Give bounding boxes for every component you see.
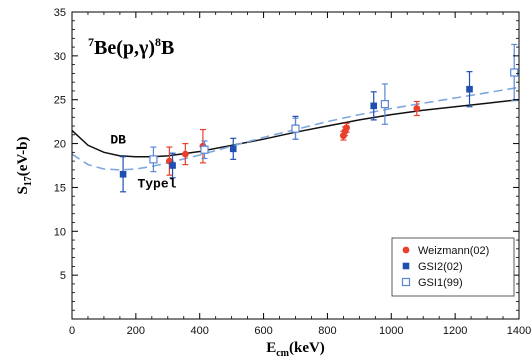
- data-point-weizmann-02: [181, 142, 189, 166]
- data-point-weizmann-02: [165, 146, 173, 176]
- curve-annotations: DB Typel: [110, 133, 176, 192]
- data-point-gsi2-02: [466, 71, 473, 108]
- y-tick-label: 15: [54, 182, 66, 194]
- data-point-gsi1-99: [380, 83, 389, 125]
- x-axis-title: Ecm(keV): [266, 340, 325, 359]
- data-point-gsi2-02: [370, 91, 378, 121]
- data-point-weizmann-02: [413, 100, 421, 117]
- title-mid-superscript: 8: [155, 35, 161, 49]
- legend-label-weizmann-02: Weizmann(02): [418, 245, 489, 257]
- y-axis-title-main: S: [15, 186, 31, 194]
- legend-box: [391, 237, 515, 297]
- x-tick-label: 200: [127, 325, 145, 337]
- x-tick-label: 800: [318, 325, 336, 337]
- data-point-gsi1-99: [510, 43, 519, 102]
- x-tick-label: 1400: [507, 325, 531, 337]
- open-square-marker: [200, 145, 209, 154]
- data-point-gsi2-02: [169, 152, 176, 179]
- annotation-typel: Typel: [137, 176, 176, 191]
- chart-title: 7Be(p,γ)8B: [88, 35, 174, 59]
- circle-marker: [413, 105, 421, 112]
- circle-marker: [343, 124, 350, 132]
- legend-marker-weizmann-02: [402, 246, 410, 254]
- data-point-gsi1-99: [291, 117, 300, 140]
- curve-typel: [71, 86, 520, 171]
- x-tick-label: 600: [254, 325, 272, 337]
- y-tick-label: 20: [54, 139, 66, 151]
- y-axis-title: S17(eV-b): [15, 136, 34, 194]
- square-marker: [229, 145, 237, 153]
- x-axis-title-rest: (keV): [289, 340, 325, 356]
- axis-ticks: 0 200 400 600 800 1000 1200 1400 5 10 15 20 25 30 35: [54, 7, 531, 337]
- open-square-marker: [149, 155, 158, 164]
- y-tick-label: 25: [54, 95, 66, 107]
- legend-marker-gsi1-99: [401, 277, 411, 287]
- x-tick-label: 0: [69, 325, 75, 337]
- title-end: B: [161, 37, 174, 59]
- legend-label-gsi1-99: GSI1(99): [418, 277, 463, 289]
- open-square-marker: [291, 124, 300, 133]
- annotation-db: DB: [110, 133, 126, 148]
- square-marker: [466, 85, 473, 93]
- data-point-gsi1-99: [149, 146, 158, 173]
- circle-marker: [181, 150, 189, 158]
- legend-marker-gsi2-02: [402, 262, 410, 270]
- y-tick-label: 10: [54, 226, 66, 238]
- legend: Weizmann(02) GSI2(02) GSI1(99): [391, 237, 515, 297]
- open-square-marker: [510, 68, 519, 77]
- y-axis-title-rest: (eV-b): [15, 136, 31, 176]
- data-point-gsi1-99: [200, 140, 209, 160]
- title-mass-superscript: 7: [88, 35, 94, 49]
- x-tick-label: 400: [191, 325, 209, 337]
- data-points: [119, 43, 519, 193]
- theory-curves: [71, 86, 520, 171]
- square-marker: [119, 170, 127, 178]
- y-tick-label: 30: [54, 51, 66, 63]
- x-axis-title-sub: cm: [276, 348, 289, 359]
- square-marker: [370, 102, 378, 110]
- x-axis-title-main: E: [266, 340, 276, 356]
- y-tick-label: 35: [54, 7, 66, 19]
- x-tick-label: 1000: [379, 325, 403, 337]
- open-square-marker: [380, 99, 389, 109]
- y-axis-title-sub: 17: [23, 176, 34, 186]
- data-point-gsi2-02: [119, 156, 127, 193]
- title-main: Be(p,γ): [94, 37, 155, 59]
- x-tick-label: 1200: [443, 325, 467, 337]
- square-marker: [169, 162, 176, 169]
- data-point-weizmann-02: [343, 122, 350, 133]
- data-point-gsi2-02: [229, 137, 237, 160]
- y-tick-label: 5: [60, 270, 66, 282]
- legend-label-gsi2-02: GSI2(02): [418, 261, 463, 273]
